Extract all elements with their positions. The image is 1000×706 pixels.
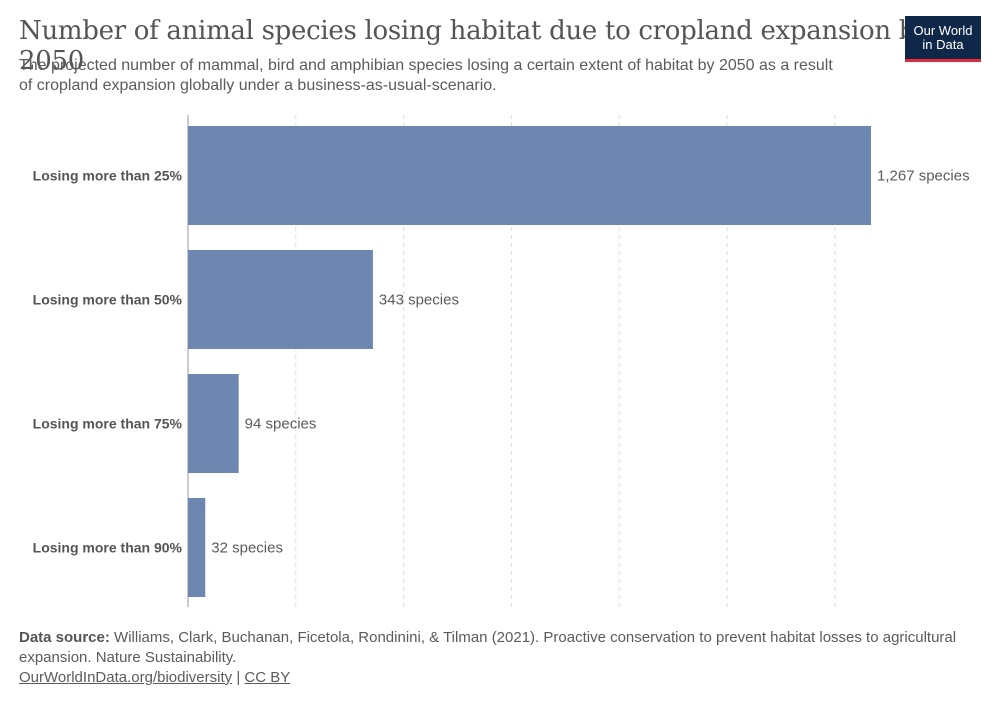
logo-line-1: Our World (913, 23, 973, 38)
data-source: Data source: Williams, Clark, Buchanan, … (19, 628, 979, 668)
category-label: Losing more than 25% (33, 168, 183, 184)
bar[interactable] (188, 250, 373, 349)
category-label: Losing more than 50% (33, 292, 183, 308)
value-label: 32 species (211, 540, 283, 557)
link-separator: | (236, 669, 241, 686)
value-label: 1,267 species (877, 168, 970, 185)
bar-chart: Losing more than 25% Losing more than 50%… (33, 115, 970, 607)
source-label: Data source: (19, 629, 110, 646)
chart-title: Number of animal species losing habitat … (19, 16, 930, 76)
category-labels: Losing more than 25% Losing more than 50%… (33, 168, 183, 556)
bar[interactable] (188, 126, 871, 225)
chart-subtitle: The projected number of mammal, bird and… (19, 57, 833, 94)
category-label: Losing more than 90% (33, 540, 183, 556)
source-text: Williams, Clark, Buchanan, Ficetola, Ron… (19, 629, 957, 666)
license-link[interactable]: CC BY (244, 669, 291, 686)
bar[interactable] (188, 498, 206, 597)
logo-line-2: in Data (922, 37, 964, 52)
value-labels: 1,267 species 343 species 94 species 32 spe… (211, 168, 969, 557)
bar[interactable] (188, 374, 239, 473)
footer-links: OurWorldInData.org/biodiversity | CC BY (19, 668, 979, 688)
value-label: 343 species (379, 292, 459, 309)
source-link[interactable]: OurWorldInData.org/biodiversity (19, 669, 233, 686)
value-label: 94 species (245, 416, 317, 433)
owid-logo[interactable]: Our World in Data (905, 16, 981, 62)
bars (188, 126, 871, 597)
category-label: Losing more than 75% (33, 416, 183, 432)
footer: Data source: Williams, Clark, Buchanan, … (19, 628, 979, 688)
